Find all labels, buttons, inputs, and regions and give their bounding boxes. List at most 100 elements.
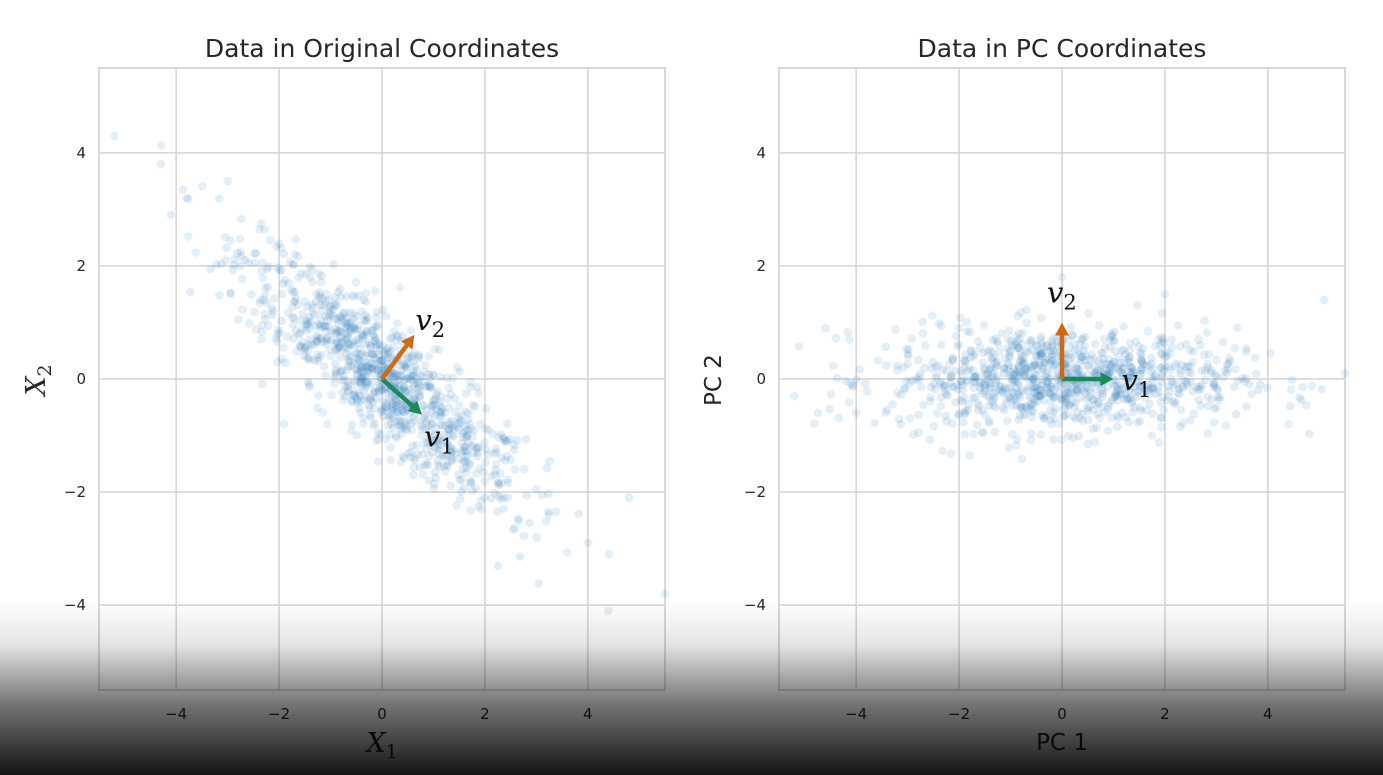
data-point — [234, 315, 243, 324]
data-point — [339, 371, 348, 381]
data-point — [436, 433, 445, 443]
data-point — [293, 252, 303, 261]
data-point — [999, 364, 1009, 373]
data-point — [1201, 375, 1210, 385]
data-point — [1120, 389, 1130, 399]
data-point — [361, 288, 371, 298]
data-point — [431, 473, 441, 483]
data-point — [372, 355, 382, 364]
data-point — [978, 427, 987, 437]
data-point — [1073, 368, 1082, 377]
data-point — [1039, 413, 1049, 423]
data-point — [970, 392, 980, 402]
data-point — [1135, 348, 1145, 358]
data-point — [1221, 421, 1231, 430]
data-point — [332, 300, 342, 310]
data-point — [1017, 402, 1026, 411]
data-point — [1119, 322, 1128, 331]
data-point — [1157, 363, 1166, 372]
data-point — [433, 442, 443, 452]
data-point — [946, 449, 956, 458]
data-point — [480, 477, 490, 486]
data-point — [931, 362, 940, 372]
data-point — [178, 185, 188, 194]
data-point — [845, 335, 855, 345]
data-point — [1125, 368, 1134, 377]
data-point — [371, 333, 381, 342]
data-point — [438, 403, 447, 413]
data-point — [346, 317, 356, 327]
data-point — [269, 294, 279, 303]
data-point — [442, 451, 452, 460]
data-point — [1113, 395, 1123, 405]
data-point — [991, 379, 1001, 388]
data-point — [431, 394, 441, 404]
data-point — [465, 460, 475, 470]
data-point — [993, 371, 1002, 381]
data-point — [191, 248, 200, 257]
data-point — [386, 347, 396, 356]
data-point — [259, 295, 269, 305]
data-point — [364, 379, 373, 389]
data-point — [544, 489, 553, 499]
data-point — [458, 432, 468, 442]
data-point — [1035, 391, 1045, 401]
data-point — [1052, 373, 1062, 383]
data-point — [1148, 409, 1158, 419]
data-point — [1081, 351, 1090, 360]
data-point — [429, 436, 438, 446]
data-point — [1124, 393, 1134, 403]
data-point — [1136, 381, 1146, 390]
data-point — [1068, 388, 1077, 398]
data-point — [961, 356, 970, 366]
data-point — [934, 361, 943, 371]
data-point — [314, 353, 323, 363]
data-point — [497, 453, 506, 463]
data-point — [1178, 382, 1187, 392]
data-point — [277, 289, 287, 299]
data-point — [503, 493, 512, 503]
data-point — [936, 393, 946, 402]
data-point — [408, 371, 418, 381]
data-point — [455, 415, 465, 424]
data-point — [1032, 350, 1041, 359]
data-point — [487, 472, 496, 481]
data-point — [402, 363, 412, 372]
data-point — [999, 364, 1009, 373]
data-point — [387, 397, 397, 406]
data-point — [357, 373, 367, 383]
data-point — [1186, 377, 1196, 387]
data-point — [436, 411, 446, 421]
data-point — [356, 362, 366, 371]
right-y-axis-label: PC 2 — [701, 354, 727, 406]
data-point — [463, 415, 473, 424]
data-point — [940, 381, 950, 391]
data-point — [506, 455, 515, 465]
data-point — [456, 487, 466, 496]
data-point — [1157, 422, 1166, 432]
data-point — [298, 324, 307, 334]
data-point — [987, 347, 997, 357]
data-point — [264, 262, 274, 271]
eigenvector-arrowhead — [1100, 372, 1114, 386]
data-point — [417, 372, 427, 381]
data-point — [1048, 365, 1057, 375]
data-point — [1043, 376, 1053, 386]
data-point — [344, 385, 354, 394]
data-point — [399, 359, 409, 369]
data-point — [991, 362, 1001, 372]
data-point — [997, 329, 1007, 338]
data-point — [461, 407, 471, 417]
data-point — [1090, 362, 1099, 371]
data-point — [350, 388, 359, 397]
data-point — [960, 363, 969, 372]
data-point — [479, 467, 489, 477]
data-point — [466, 424, 476, 433]
data-point — [351, 277, 361, 287]
data-point — [493, 561, 503, 571]
data-point — [318, 337, 328, 347]
data-point — [1008, 371, 1018, 380]
data-point — [303, 316, 313, 326]
data-point — [1104, 368, 1114, 378]
data-point — [1033, 385, 1043, 395]
